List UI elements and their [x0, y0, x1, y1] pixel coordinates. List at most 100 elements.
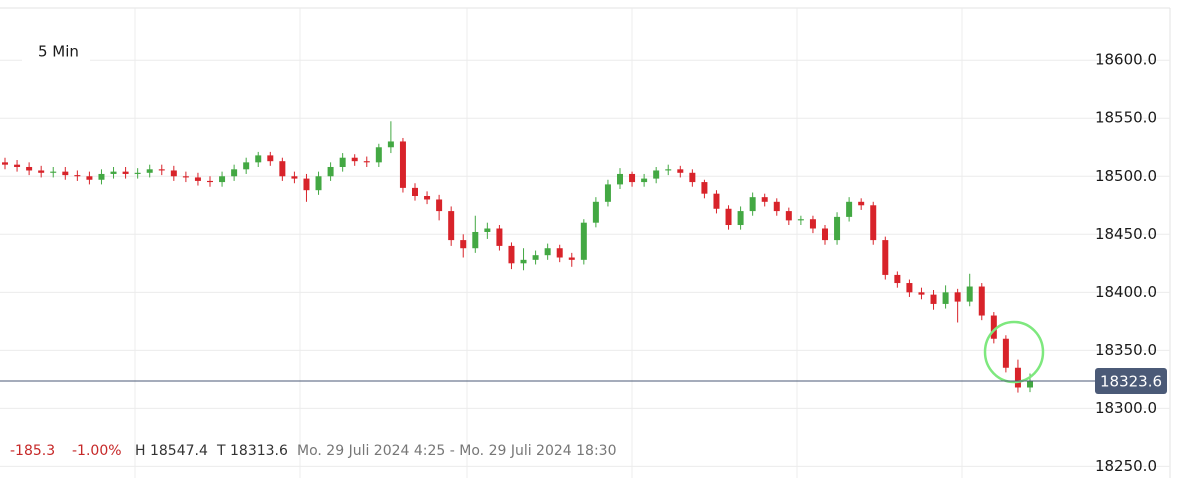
candle-body — [556, 248, 563, 258]
candle-body — [809, 219, 816, 229]
candle-body — [399, 141, 406, 188]
last-price-label: 18323.6 — [1100, 372, 1162, 390]
candle-body — [436, 199, 443, 212]
candle-body — [2, 162, 8, 165]
candle-body — [448, 211, 455, 241]
candle-body — [363, 161, 370, 163]
candle-body — [194, 177, 201, 181]
candle-body — [846, 201, 853, 217]
candle-body — [1027, 380, 1033, 388]
highlight-circle — [983, 320, 1045, 384]
y-tick-label: 18300.0 — [1095, 399, 1157, 417]
candle-body — [375, 147, 382, 163]
last-price-box — [1095, 367, 1167, 394]
candle-body — [14, 164, 21, 167]
change: -185.3 — [10, 443, 55, 459]
candle-body — [725, 208, 732, 226]
candle-body — [604, 184, 611, 202]
candle-body — [894, 274, 901, 284]
change-pct: -1.00% — [72, 443, 122, 459]
candle-body — [339, 157, 346, 167]
candle-body — [677, 169, 684, 173]
candle-body — [617, 173, 623, 185]
candle-body — [990, 315, 997, 339]
candle-body — [834, 216, 841, 241]
y-tick-label: 18250.0 — [1095, 457, 1157, 475]
candle-body — [1002, 338, 1009, 368]
candle-body — [86, 176, 93, 180]
candle-body — [327, 166, 334, 177]
candle-body — [98, 173, 105, 180]
candle-body — [38, 170, 45, 173]
candle-body — [110, 171, 117, 174]
candle-body — [122, 171, 129, 174]
interval-label: 5 Min — [38, 43, 79, 61]
candle-body — [231, 169, 238, 177]
candle-body — [291, 176, 298, 179]
candle-body — [737, 211, 744, 226]
candle-body — [629, 173, 636, 183]
candle-body — [508, 245, 515, 264]
candle-body — [858, 201, 865, 206]
candle-body — [580, 222, 587, 260]
candle-body — [50, 171, 57, 173]
candle-body — [158, 169, 165, 171]
candle-body — [773, 201, 780, 212]
candle-body — [496, 228, 503, 246]
candle-body — [761, 197, 768, 202]
candle-body — [665, 169, 672, 171]
candle-body — [279, 161, 286, 177]
candle-body — [966, 286, 973, 302]
candle-body — [1014, 367, 1021, 388]
y-tick-label: 18450.0 — [1095, 225, 1157, 243]
candle-body — [351, 157, 358, 162]
candle-body — [520, 259, 527, 264]
candle-body — [134, 172, 141, 174]
y-tick-label: 18550.0 — [1095, 109, 1157, 127]
candle-body — [387, 141, 394, 148]
candle-body — [641, 178, 648, 183]
candle-body — [315, 176, 322, 191]
candle-body — [182, 176, 189, 178]
candle-body — [74, 175, 81, 177]
candle-body — [460, 240, 467, 249]
y-tick-label: 18350.0 — [1095, 341, 1157, 359]
candle-body — [822, 228, 828, 241]
candle-body — [484, 228, 491, 232]
candle-body — [424, 196, 431, 200]
candle-body — [146, 169, 153, 173]
candle-body — [26, 166, 33, 171]
day-low: T 18313.6 — [216, 443, 288, 459]
y-tick-label: 18400.0 — [1095, 283, 1157, 301]
candle-body — [942, 292, 949, 304]
candle-body — [219, 176, 226, 183]
candle-body — [170, 170, 177, 177]
candle-body — [255, 155, 262, 163]
candle-body — [653, 170, 660, 179]
candle-body — [870, 205, 877, 241]
candle-body — [954, 292, 961, 302]
day-high: H 18547.4 — [135, 443, 208, 459]
candle-body — [532, 255, 539, 260]
date-range: Mo. 29 Juli 2024 4:25 - Mo. 29 Juli 2024… — [297, 443, 616, 459]
candle-body — [918, 292, 925, 295]
candle-body — [701, 182, 708, 194]
candle-body — [412, 187, 418, 196]
y-tick-label: 18500.0 — [1095, 167, 1157, 185]
candle-body — [568, 257, 575, 260]
interval-box — [22, 38, 90, 66]
candle-body — [785, 211, 792, 221]
candle-body — [930, 294, 937, 304]
candle-body — [62, 171, 69, 176]
candle-body — [882, 240, 889, 275]
candle-body — [592, 201, 599, 223]
candle-body — [267, 155, 274, 162]
candle-body — [472, 231, 479, 249]
candle-body — [243, 162, 250, 170]
y-tick-label: 18600.0 — [1095, 51, 1157, 69]
candle-body — [797, 219, 804, 221]
candle-body — [689, 172, 696, 183]
candle-body — [303, 178, 310, 191]
